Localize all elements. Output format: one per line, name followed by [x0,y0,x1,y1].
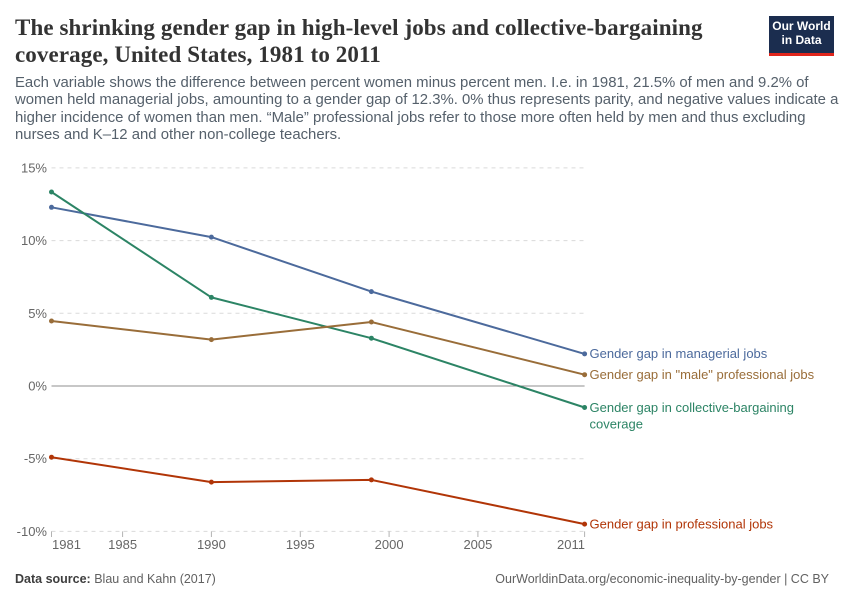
svg-text:1981: 1981 [52,537,81,552]
svg-text:2000: 2000 [375,537,404,552]
svg-text:Gender gap in professional job: Gender gap in professional jobs [590,516,774,531]
svg-text:-10%: -10% [17,524,48,539]
svg-text:coverage: coverage [590,416,643,431]
svg-text:15%: 15% [21,160,47,175]
svg-text:2005: 2005 [463,537,492,552]
svg-text:Gender gap in collective-barga: Gender gap in collective-bargaining [590,400,795,415]
svg-text:10%: 10% [21,233,47,248]
svg-text:Gender gap in "male" professio: Gender gap in "male" professional jobs [590,367,815,382]
svg-text:1990: 1990 [197,537,226,552]
svg-text:-5%: -5% [24,451,48,466]
svg-text:5%: 5% [28,306,47,321]
svg-text:1995: 1995 [286,537,315,552]
svg-text:2011: 2011 [557,537,585,552]
svg-text:Gender gap in managerial jobs: Gender gap in managerial jobs [590,346,768,361]
svg-text:0%: 0% [28,379,47,394]
svg-text:1985: 1985 [108,537,137,552]
